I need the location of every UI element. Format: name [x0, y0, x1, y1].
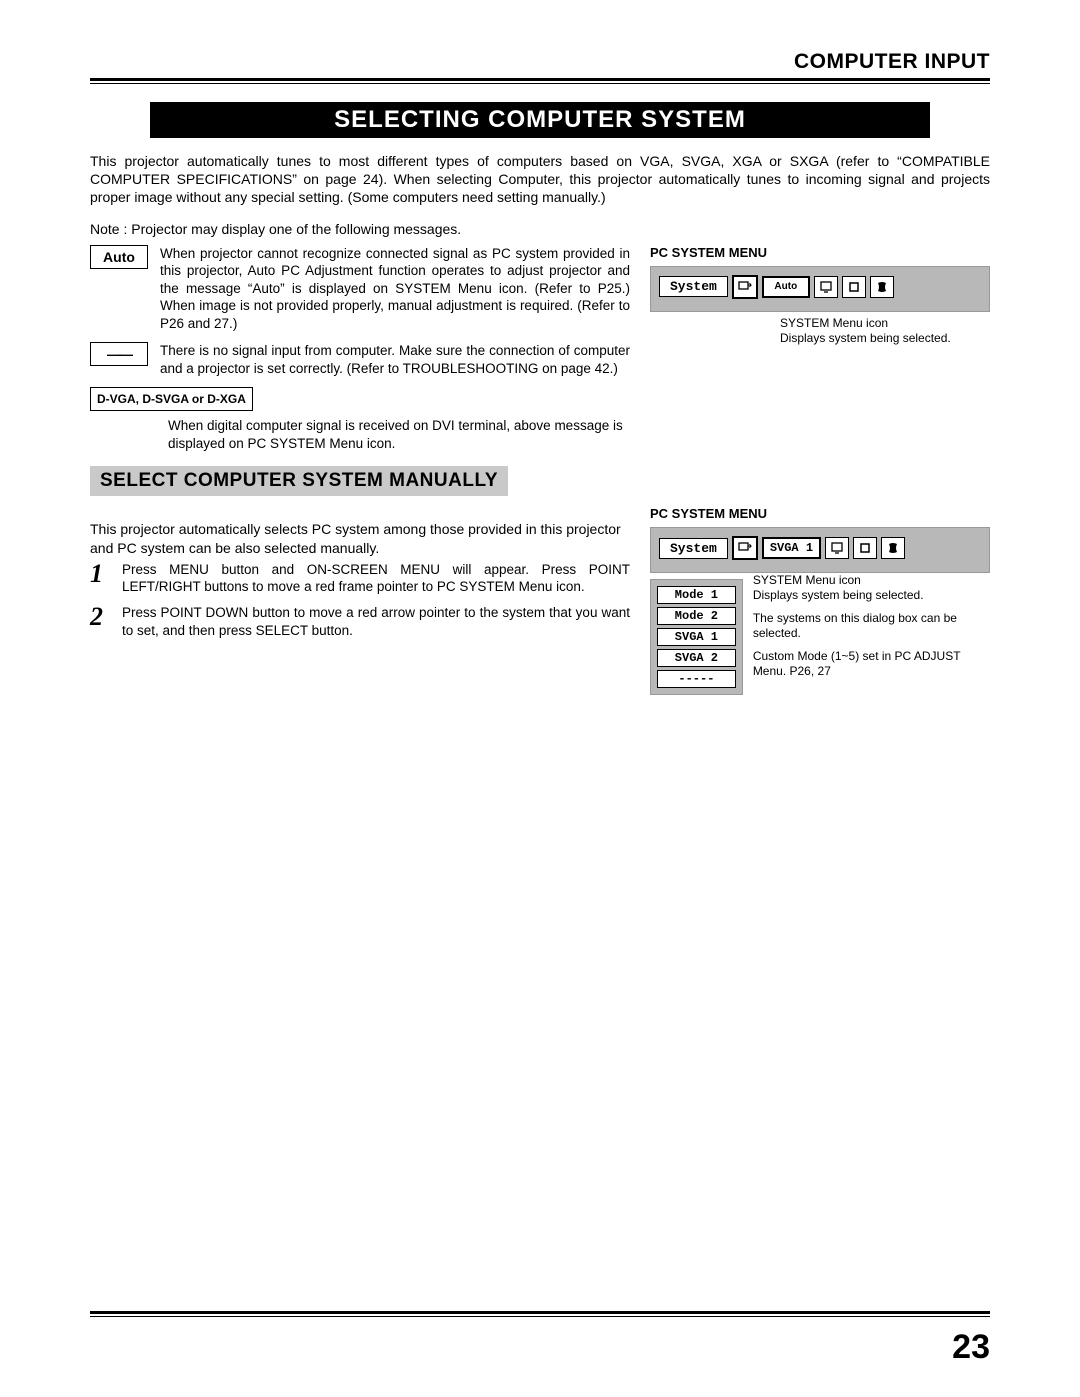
- page-number: 23: [952, 1328, 990, 1367]
- auto-desc: When projector cannot recognize connecte…: [160, 245, 630, 333]
- note-line: Note : Projector may display one of the …: [90, 221, 990, 237]
- menu2-annot-1: SYSTEM Menu icon Displays system being s…: [753, 573, 990, 603]
- menu1-system-label: System: [659, 276, 728, 297]
- menu2-panel: System SVGA 1: [650, 527, 990, 573]
- step-1-num: 1: [90, 561, 112, 596]
- step-2: 2 Press POINT DOWN button to move a red …: [90, 604, 630, 639]
- menu2-annotations: SYSTEM Menu icon Displays system being s…: [753, 573, 990, 687]
- dvga-desc: When digital computer signal is received…: [168, 417, 630, 452]
- mode-item-1: Mode 1: [657, 586, 736, 604]
- menu1-selected: Auto: [762, 276, 810, 298]
- manual-intro: This projector automatically selects PC …: [90, 520, 630, 556]
- adjust-icon-2: [881, 537, 905, 559]
- mode-list: Mode 1 Mode 2 SVGA 1 SVGA 2 -----: [650, 579, 743, 695]
- mode-item-3: SVGA 1: [657, 628, 736, 646]
- menu1-caption: SYSTEM Menu icon Displays system being s…: [780, 316, 990, 346]
- menu2-selected: SVGA 1: [762, 537, 821, 559]
- square-icon-2: [853, 537, 877, 559]
- step-1-text: Press MENU button and ON-SCREEN MENU wil…: [122, 561, 630, 596]
- pc-system-icon-2: [732, 536, 758, 560]
- mode-item-2: Mode 2: [657, 607, 736, 625]
- adjust-icon: [870, 276, 894, 298]
- square-icon: [842, 276, 866, 298]
- menu1-title: PC SYSTEM MENU: [650, 245, 990, 260]
- menu2-title: PC SYSTEM MENU: [650, 506, 990, 521]
- menu2-annot-2: The systems on this dialog box can be se…: [753, 611, 990, 641]
- mode-item-5: -----: [657, 670, 736, 688]
- page-title: SELECTING COMPUTER SYSTEM: [334, 106, 746, 133]
- menu2-annot-3: Custom Mode (1~5) set in PC ADJUST Menu.…: [753, 649, 990, 679]
- section-header: COMPUTER INPUT: [90, 50, 990, 74]
- blank-label-box: [90, 342, 148, 366]
- intro-paragraph: This projector automatically tunes to mo…: [90, 152, 990, 207]
- display-icon: [814, 276, 838, 298]
- title-bar: SELECTING COMPUTER SYSTEM: [150, 102, 930, 138]
- blank-desc: There is no signal input from computer. …: [160, 342, 630, 377]
- pc-system-icon: [732, 275, 758, 299]
- mode-item-4: SVGA 2: [657, 649, 736, 667]
- step-1: 1 Press MENU button and ON-SCREEN MENU w…: [90, 561, 630, 596]
- step-2-num: 2: [90, 604, 112, 639]
- display-icon-2: [825, 537, 849, 559]
- dvga-label-box: D-VGA, D-SVGA or D-XGA: [90, 387, 253, 411]
- menu1-panel: System Auto: [650, 266, 990, 312]
- footer-rule: [90, 1311, 990, 1317]
- step-2-text: Press POINT DOWN button to move a red ar…: [122, 604, 630, 639]
- menu2-system-label: System: [659, 538, 728, 559]
- subsection-header: SELECT COMPUTER SYSTEM MANUALLY: [90, 466, 508, 496]
- auto-label-box: Auto: [90, 245, 148, 269]
- header-rule: [90, 78, 990, 84]
